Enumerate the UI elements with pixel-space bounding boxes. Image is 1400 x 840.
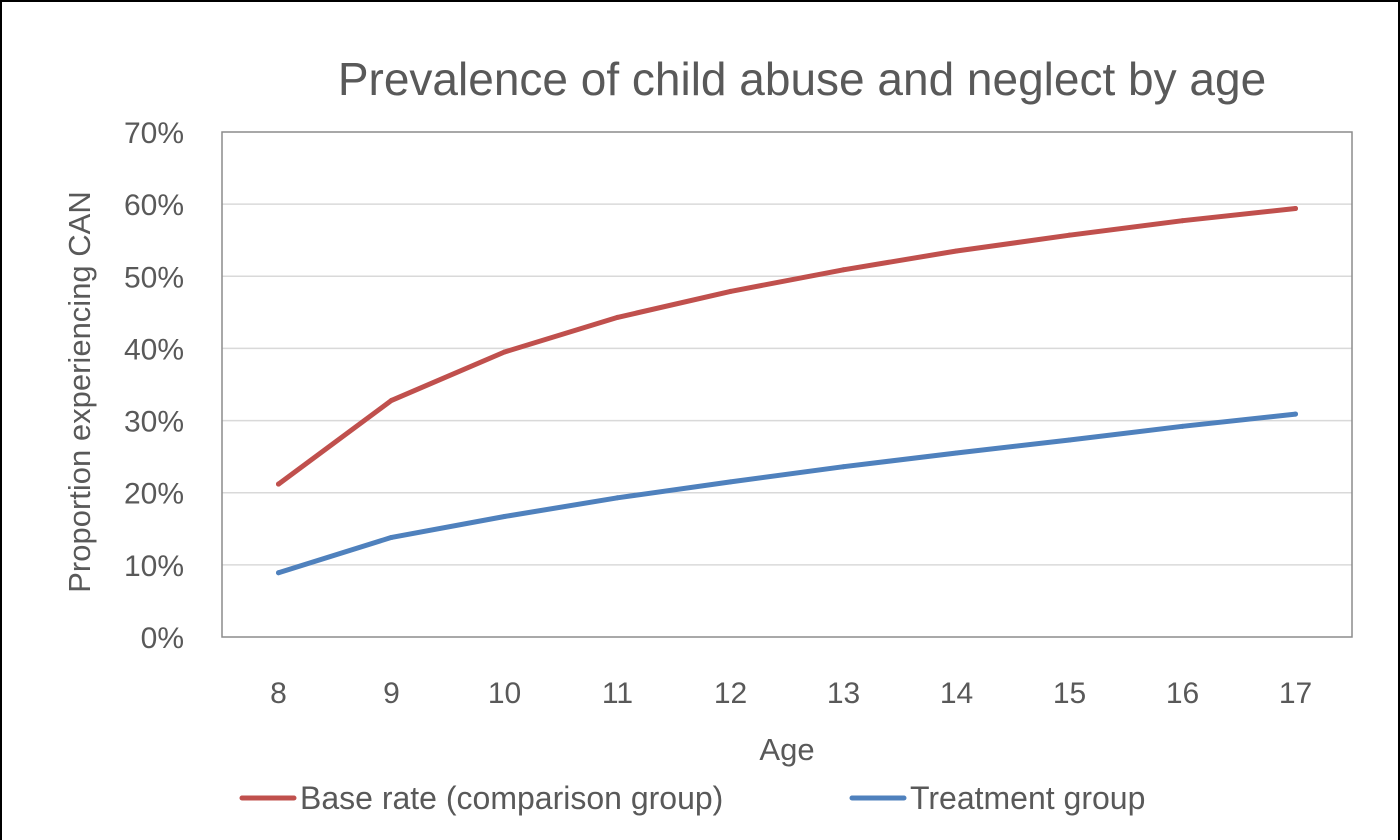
series-lines: [276, 205, 1298, 576]
series-line-1: [276, 206, 1298, 487]
x-tick-label: 11: [602, 677, 633, 710]
y-tick-label: 50%: [124, 261, 184, 294]
y-tick-label: 0%: [141, 622, 184, 655]
y-tick-label: 60%: [124, 189, 184, 222]
data-point: [389, 397, 394, 403]
data-point: [954, 450, 959, 456]
y-tick-label: 30%: [124, 406, 184, 439]
x-tick-label: 9: [383, 677, 400, 710]
data-point: [1180, 423, 1185, 429]
x-tick-label: 8: [270, 677, 287, 710]
data-point: [1180, 218, 1185, 224]
data-point: [615, 495, 620, 501]
data-point: [389, 534, 394, 540]
x-tick-label: 15: [1053, 677, 1086, 710]
chart-title: Prevalence of child abuse and neglect by…: [338, 53, 1266, 105]
data-point: [1067, 232, 1072, 238]
series-line-2: [276, 411, 1298, 576]
legend-label: Treatment group: [910, 780, 1145, 816]
y-tick-label: 20%: [124, 478, 184, 511]
data-point: [954, 248, 959, 254]
x-tick-label: 14: [940, 677, 973, 710]
x-axis-label: Age: [759, 732, 814, 767]
legend-label: Base rate (comparison group): [300, 780, 723, 816]
data-point: [728, 479, 733, 485]
x-tick-label: 10: [488, 677, 521, 710]
x-tick-label: 16: [1166, 677, 1199, 710]
data-point: [276, 481, 281, 487]
plot-area-border: [221, 131, 1353, 638]
data-point: [841, 464, 846, 470]
data-point: [276, 570, 281, 576]
y-tick-label: 10%: [124, 550, 184, 583]
data-point: [1293, 205, 1298, 211]
x-axis-ticks: 8 9 10 11 12 13 14 15 16 17: [270, 677, 1312, 710]
x-tick-label: 17: [1279, 677, 1312, 710]
data-point: [728, 288, 733, 294]
y-tick-label: 40%: [124, 333, 184, 366]
data-point: [841, 267, 846, 273]
data-point: [1293, 411, 1298, 417]
data-point: [502, 514, 507, 520]
data-point: [502, 349, 507, 355]
x-tick-label: 13: [827, 677, 860, 710]
x-tick-label: 12: [714, 677, 747, 710]
legend: Base rate (comparison group) Treatment gr…: [239, 780, 1145, 816]
y-axis-label: Proportion experiencing CAN: [62, 191, 97, 593]
gridlines: [222, 203, 1352, 566]
data-point: [615, 314, 620, 320]
data-point: [1067, 437, 1072, 443]
y-axis-ticks: 0% 10% 20% 30% 40% 50% 60% 70%: [124, 117, 184, 655]
y-tick-label: 70%: [124, 117, 184, 150]
